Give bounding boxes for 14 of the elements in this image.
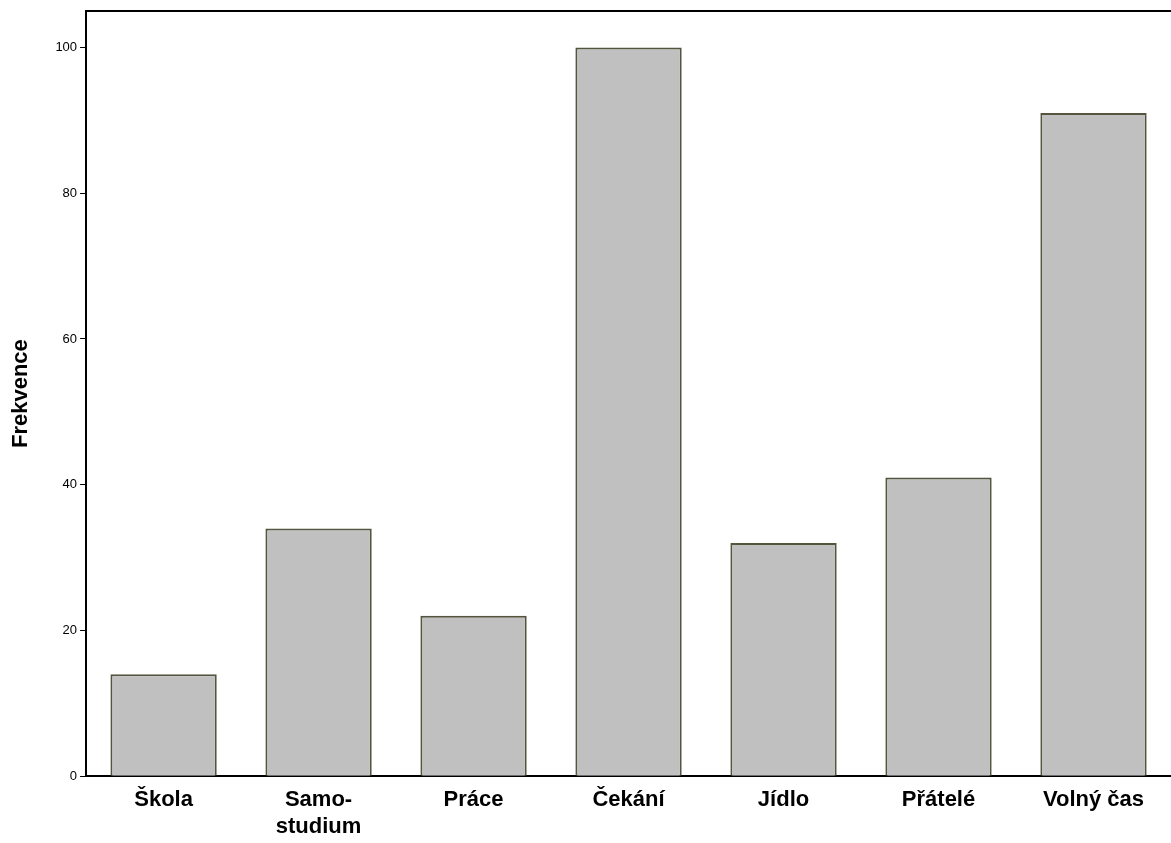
x-tick-label: Práce [443,786,504,812]
x-tick-label: Jídlo [757,786,810,812]
x-tick-label: Čekání [592,786,666,812]
y-tick-label: 0 [69,767,78,783]
x-tick-label: Samo-studium [275,786,362,838]
x-tick-label: Škola [134,786,194,812]
y-tick-label: 40 [62,476,78,492]
y-tick-label: 20 [62,622,78,638]
x-tick-label: Přátelé [901,786,976,812]
y-tick-label: 60 [62,330,78,346]
y-axis-title: Frekvence [7,339,33,449]
y-tick-label: 80 [62,184,78,200]
x-tick-label: Volný čas [1042,786,1145,812]
y-tick-label: 100 [55,39,78,55]
